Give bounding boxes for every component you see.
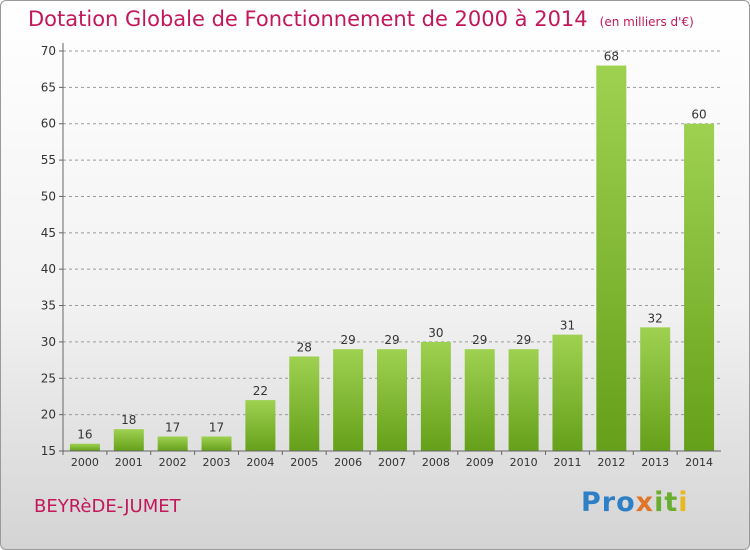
bar-2001 xyxy=(113,429,144,451)
data-label-2014: 60 xyxy=(691,108,706,122)
logo-part-2: x xyxy=(635,487,655,518)
data-label-2012: 68 xyxy=(604,50,619,64)
y-axis-tick-labels: 15 20 25 30 35 40 45 50 55 60 65 70 xyxy=(41,44,63,458)
bar-2003 xyxy=(201,436,232,451)
y-tick-label: 55 xyxy=(41,153,56,167)
bar-2005 xyxy=(289,356,320,451)
y-tick-label: 65 xyxy=(41,80,56,94)
data-label-2009: 29 xyxy=(472,333,487,347)
y-tick-label: 15 xyxy=(41,444,56,458)
data-label-2010: 29 xyxy=(516,333,531,347)
data-label-2008: 30 xyxy=(428,326,443,340)
x-tick-label: 2001 xyxy=(115,456,143,469)
x-tick-label: 2010 xyxy=(510,456,538,469)
bar-2014 xyxy=(684,123,715,452)
y-tick-label: 35 xyxy=(41,299,56,313)
y-tick-label: 45 xyxy=(41,226,56,240)
bar-2010 xyxy=(508,349,539,451)
logo-part-1: Pro xyxy=(581,487,636,518)
bar-2004 xyxy=(245,400,276,451)
data-label-2000: 16 xyxy=(77,428,92,442)
y-tick-label: 70 xyxy=(41,44,56,58)
bar-2002 xyxy=(157,436,188,451)
commune-name: BEYRèDE-JUMET xyxy=(34,496,181,517)
data-label-2013: 32 xyxy=(648,311,663,325)
x-tick-label: 2004 xyxy=(246,456,274,469)
y-tick-label: 30 xyxy=(41,335,56,349)
x-tick-label: 2014 xyxy=(685,456,713,469)
data-label-2002: 17 xyxy=(165,420,180,434)
y-tick-label: 40 xyxy=(41,262,56,276)
x-tick-label: 2003 xyxy=(203,456,231,469)
x-tick-label: 2012 xyxy=(597,456,625,469)
data-label-2011: 31 xyxy=(560,319,575,333)
chart-unit: (en milliers d'€) xyxy=(599,15,694,29)
bar-2008 xyxy=(420,341,451,451)
x-tick-label: 2008 xyxy=(422,456,450,469)
data-label-2005: 28 xyxy=(297,340,312,354)
logo-part-4: i xyxy=(678,487,689,518)
x-tick-label: 2002 xyxy=(159,456,187,469)
data-label-2006: 29 xyxy=(340,333,355,347)
bar-2007 xyxy=(377,349,407,451)
y-tick-label: 20 xyxy=(41,408,56,422)
x-tick-label: 2011 xyxy=(553,456,581,469)
data-label-2007: 29 xyxy=(384,333,399,347)
chart-title-text: Dotation Globale de Fonctionnement de 20… xyxy=(28,7,588,31)
x-tick-label: 2009 xyxy=(466,456,494,469)
x-tick-label: 2007 xyxy=(378,456,406,469)
bars xyxy=(69,65,715,452)
proxiti-logo: Proxiti xyxy=(581,487,689,518)
chart-title: Dotation Globale de Fonctionnement de 20… xyxy=(28,7,694,31)
bar-2011 xyxy=(552,334,583,451)
x-tick-label: 2013 xyxy=(641,456,669,469)
logo-part-3: it xyxy=(654,487,679,518)
x-tick-label: 2006 xyxy=(334,456,362,469)
bar-2012 xyxy=(596,65,627,451)
x-tick-label: 2000 xyxy=(71,456,99,469)
bar-2013 xyxy=(640,327,671,451)
data-label-2001: 18 xyxy=(121,413,136,427)
bar-2000 xyxy=(69,443,100,451)
data-labels: 16 18 17 17 22 28 29 29 30 29 29 31 68 32 60 xyxy=(77,50,706,442)
bar-2006 xyxy=(333,349,364,451)
bar-2009 xyxy=(464,349,495,451)
x-axis-tick-labels: 2000 2001 2002 2003 2004 2005 2006 2007 2008 2009… xyxy=(62,451,713,469)
y-tick-label: 50 xyxy=(41,189,56,203)
y-tick-label: 25 xyxy=(41,371,56,385)
x-tick-label: 2005 xyxy=(290,456,318,469)
y-tick-label: 60 xyxy=(41,117,56,131)
data-label-2003: 17 xyxy=(209,420,224,434)
data-label-2004: 22 xyxy=(253,384,268,398)
